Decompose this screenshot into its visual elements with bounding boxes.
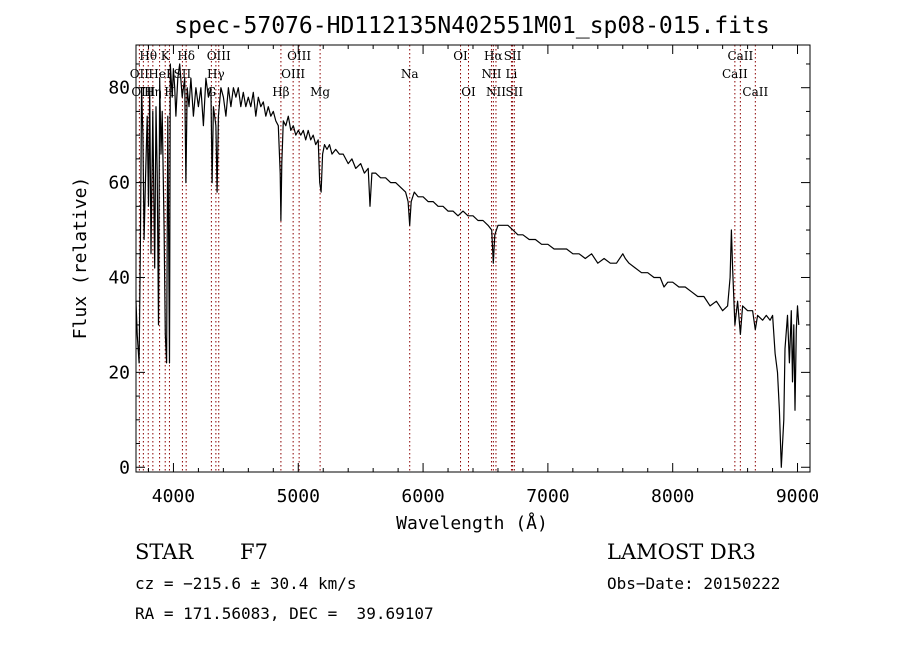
line-label-15: Mg [310, 85, 330, 99]
spectrum-line [135, 63, 800, 468]
x-tick-label-4: 8000 [651, 486, 694, 507]
y-axis-ticks: 0 20 40 60 80 [108, 63, 810, 478]
x-tick-label-2: 6000 [401, 486, 444, 507]
line-markers [138, 45, 756, 472]
object-class: STAR [135, 540, 194, 564]
line-label-6: H [164, 85, 174, 99]
line-label-19: Hα [484, 49, 503, 63]
redshift-velocity: cz = −215.6 ± 30.4 km/s [135, 574, 357, 593]
x-axis-ticks: 4000 5000 6000 7000 8000 9000 [147, 45, 819, 507]
line-label-3: K [161, 49, 171, 63]
line-label-25: CaII [727, 49, 753, 63]
x-tick-label-1: 5000 [277, 486, 320, 507]
x-tick-label-5: 9000 [776, 486, 819, 507]
line-label-4: HeI [148, 67, 171, 81]
y-tick-label-4: 80 [108, 78, 130, 99]
line-label-14: OIII [281, 67, 305, 81]
line-label-1: OII [130, 67, 150, 81]
line-label-5: Hη [144, 85, 162, 99]
line-label-8: SII [174, 67, 192, 81]
x-tick-label-3: 7000 [526, 486, 569, 507]
line-label-26: CaII [722, 67, 748, 81]
chart-title: spec-57076-HD112135N402551M01_sp08-015.f… [174, 13, 769, 39]
line-label-10: Hγ [207, 67, 225, 81]
line-label-13: OIII [287, 49, 311, 63]
line-label-7: Hδ [177, 49, 195, 63]
x-axis-label: Wavelength (Å) [396, 512, 548, 534]
plot-frame [135, 44, 811, 473]
line-label-24: SII [505, 85, 523, 99]
line-label-16: Na [401, 67, 419, 81]
line-label-17: OI [453, 49, 468, 63]
y-tick-label-3: 60 [108, 173, 130, 194]
y-tick-label-1: 20 [108, 362, 130, 383]
line-label-20: NII [481, 67, 501, 81]
line-label-9: OIII [207, 49, 231, 63]
y-axis-label: Flux (relative) [70, 177, 91, 340]
line-label-12: Hβ [272, 85, 289, 99]
coordinates: RA = 171.56083, DEC = 39.69107 [135, 604, 434, 623]
line-label-18: OI [461, 85, 476, 99]
line-label-22: SII [504, 49, 522, 63]
object-subclass: F7 [240, 540, 268, 564]
observation-date: Obs−Date: 20150222 [607, 574, 780, 593]
survey-name: LAMOST DR3 [607, 540, 756, 564]
y-tick-label-0: 0 [119, 457, 130, 478]
line-label-27: CaII [742, 85, 768, 99]
line-label-0: Hθ [139, 49, 157, 63]
x-tick-label-0: 4000 [152, 486, 195, 507]
line-label-23: Li [506, 67, 518, 81]
y-tick-label-2: 40 [108, 267, 130, 288]
line-label-21: NII [486, 85, 506, 99]
